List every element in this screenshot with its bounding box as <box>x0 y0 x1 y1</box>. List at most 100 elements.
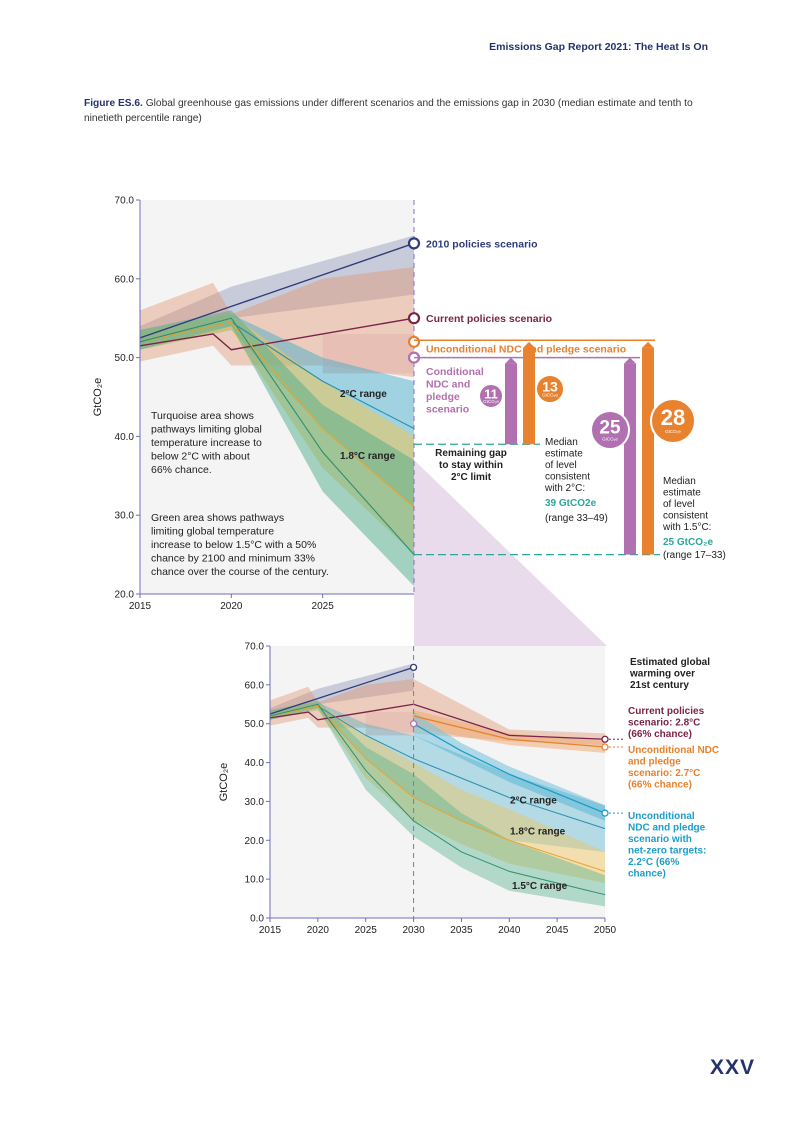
bottom-label-2c: 2°C range <box>510 795 557 806</box>
gap-unit-11: GtCO₂e <box>483 399 499 404</box>
gap-bar-unconditional-2c-top <box>523 341 535 348</box>
gap-bubble-13 <box>535 374 565 404</box>
label-netzero-warming-6: chance) <box>628 869 666 880</box>
label-unconditional-warming-4: (66% chance) <box>628 780 692 791</box>
bottom-x-tick-label: 2040 <box>498 925 521 936</box>
label-1-8c-range: 1.8°C range <box>340 451 396 462</box>
bottom-y-tick-label: 30.0 <box>245 797 265 808</box>
endpoint-unconditional <box>601 743 609 751</box>
gap-bar-unconditional-1-5c <box>642 347 654 555</box>
bottom-line-current-policies <box>269 703 606 740</box>
label-conditional-ndc-3: pledge <box>426 391 460 403</box>
top-chart: 20.0 30.0 40.0 50.0 60.0 70.0 2015 2020 2025 GtCO… <box>92 196 726 646</box>
gap-bar-conditional-2c <box>505 363 517 445</box>
label-median-1-5c-1: Median <box>663 476 696 487</box>
label-median-1-5c-4: consistent <box>663 511 708 522</box>
label-remaining-gap-3: 2°C limit <box>451 472 492 483</box>
gap-value-25: 25 <box>599 417 621 438</box>
top-x-tick-label: 2020 <box>220 601 243 612</box>
bottom-x-tick-label: 2050 <box>594 925 617 936</box>
bottom-x-tick-label: 2015 <box>259 925 282 936</box>
label-warming-title-1: Estimated global <box>630 657 710 668</box>
label-remaining-gap-1: Remaining gap <box>435 448 507 459</box>
bottom-y-tick-label: 40.0 <box>245 758 265 769</box>
report-header: Emissions Gap Report 2021: The Heat Is O… <box>489 41 708 53</box>
bottom-label-1-5c: 1.5°C range <box>512 881 568 892</box>
label-median-2c-5: with 2°C: <box>544 483 585 494</box>
top-y-tick-label: 30.0 <box>115 511 135 522</box>
figure-caption-text: Global greenhouse gas emissions under di… <box>84 98 693 124</box>
note-green-1: Green area shows pathways <box>151 512 284 524</box>
bottom-x-tick-label: 2045 <box>546 925 569 936</box>
band-1-5c <box>140 310 414 587</box>
bottom-x-tick-label: 2025 <box>355 925 378 936</box>
top-gap-region <box>414 341 605 594</box>
label-current-policies: Current policies scenario <box>426 313 552 325</box>
note-green-5: chance over the course of the century. <box>151 566 329 578</box>
gap-value-13: 13 <box>542 379 558 395</box>
label-netzero-warming-4: net-zero targets: <box>628 846 706 857</box>
bottom-band-unconditional <box>413 710 605 753</box>
label-median-2c-value: 39 GtCO2e <box>545 498 597 509</box>
bottom-x-tick-label: 2030 <box>402 925 425 936</box>
note-turquoise-1: Turquoise area shows <box>151 410 254 422</box>
label-median-1-5c-value: 25 GtCO₂e <box>663 537 713 548</box>
top-x-tick-label: 2025 <box>312 601 335 612</box>
label-median-1-5c-2: estimate <box>663 488 701 499</box>
note-green-4: chance by 2100 and minimum 33% <box>151 553 315 565</box>
label-conditional-ndc-4: scenario <box>426 404 469 416</box>
bottom-x-tick-label: 2035 <box>450 925 473 936</box>
label-median-2c-2: estimate <box>545 449 583 460</box>
top-y-tick-label: 40.0 <box>115 432 135 443</box>
marker-current-policies <box>407 312 421 325</box>
bottom-band-2c <box>270 702 605 852</box>
gap-unit-25: GtCO₂e <box>602 436 618 441</box>
gap-bar-conditional-2c-top <box>505 357 517 364</box>
top-y-tick-label: 60.0 <box>115 274 135 285</box>
label-conditional-ndc-2: NDC and <box>426 379 470 391</box>
label-current-warming-1: Current policies <box>628 706 705 717</box>
label-median-1-5c-range: (range 17–33) <box>663 550 726 561</box>
label-2010-policies: 2010 policies scenario <box>426 238 537 250</box>
label-median-2c-3: of level <box>545 460 577 471</box>
bottom-y-tick-label: 0.0 <box>250 914 264 925</box>
figure-caption: Figure ES.6. Global greenhouse gas emiss… <box>84 96 714 126</box>
bottom-line-unconditional <box>413 715 606 748</box>
bottom-x-tick-label: 2020 <box>307 925 330 936</box>
bottom-line-2010-policies <box>269 666 414 715</box>
top-y-tick-label: 50.0 <box>115 353 135 364</box>
gap-unit-13: GtCO₂e <box>542 393 558 398</box>
bottom-band-1-5c <box>270 700 605 907</box>
label-median-2c-1: Median <box>545 437 578 448</box>
label-warming-title-3: 21st century <box>630 680 689 691</box>
label-unconditional-warming-1: Unconditional NDC <box>628 745 719 756</box>
gap-bar-unconditional-2c <box>523 347 535 445</box>
note-green-3: increase to below 1.5°C with a 50% <box>151 539 316 551</box>
label-netzero-warming-2: NDC and pledge <box>628 823 706 834</box>
label-unconditional-warming-3: scenario: 2.7°C <box>628 768 700 779</box>
label-netzero-warming-1: Unconditional <box>628 811 695 822</box>
endpoint-current <box>601 735 609 743</box>
label-warming-title-2: warming over <box>629 669 695 680</box>
label-unconditional-warming-2: and pledge <box>628 757 681 768</box>
gap-value-11: 11 <box>484 386 498 401</box>
top-x-tick-label: 2015 <box>129 601 152 612</box>
label-conditional-ndc-1: Conditional <box>426 366 484 378</box>
gap-bubble-28 <box>650 398 696 444</box>
gap-bar-unconditional-1-5c-top <box>642 341 654 348</box>
top-y-tick-label: 20.0 <box>115 590 135 601</box>
gap-bar-conditional-1-5c <box>624 363 636 555</box>
bottom-plot-area <box>270 646 605 918</box>
top-y-axis-label: GtCO₂e <box>92 378 104 417</box>
marker-unconditional-ndc <box>407 335 421 348</box>
label-remaining-gap-2: to stay within <box>439 460 503 471</box>
gap-bubble-25 <box>590 410 630 450</box>
note-turquoise-3: temperature increase to <box>151 437 262 449</box>
gap-value-28: 28 <box>661 405 685 430</box>
top-y-tick-label: 70.0 <box>115 196 135 207</box>
gap-bubble-11 <box>478 383 504 409</box>
bottom-marker-conditional <box>409 720 418 728</box>
page-number: XXV <box>709 1056 755 1079</box>
bottom-chart: 0.0 10.0 20.0 30.0 40.0 50.0 60.0 70.0 2015 2020 2… <box>218 642 719 937</box>
